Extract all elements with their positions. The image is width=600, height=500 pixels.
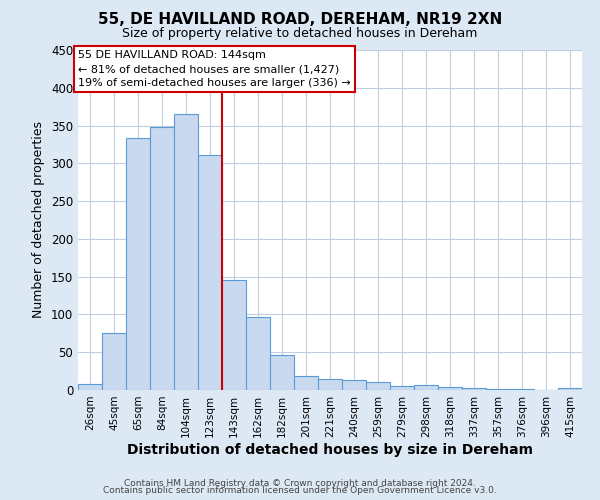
Bar [342, 380, 366, 390]
X-axis label: Distribution of detached houses by size in Dereham: Distribution of detached houses by size … [127, 442, 533, 456]
Bar [78, 384, 102, 390]
Bar [318, 378, 342, 390]
Text: 55, DE HAVILLAND ROAD, DEREHAM, NR19 2XN: 55, DE HAVILLAND ROAD, DEREHAM, NR19 2XN [98, 12, 502, 28]
Bar [174, 114, 198, 390]
Bar [294, 376, 318, 390]
Y-axis label: Number of detached properties: Number of detached properties [32, 122, 46, 318]
Bar [390, 386, 414, 390]
Bar [366, 382, 390, 390]
Bar [486, 389, 510, 390]
Bar [198, 155, 222, 390]
Text: 55 DE HAVILLAND ROAD: 144sqm
← 81% of detached houses are smaller (1,427)
19% of: 55 DE HAVILLAND ROAD: 144sqm ← 81% of de… [78, 50, 351, 88]
Bar [510, 389, 534, 390]
Bar [102, 332, 126, 390]
Text: Contains HM Land Registry data © Crown copyright and database right 2024.: Contains HM Land Registry data © Crown c… [124, 478, 476, 488]
Bar [270, 355, 294, 390]
Text: Size of property relative to detached houses in Dereham: Size of property relative to detached ho… [122, 28, 478, 40]
Bar [126, 138, 150, 390]
Bar [150, 127, 174, 390]
Text: Contains public sector information licensed under the Open Government Licence v3: Contains public sector information licen… [103, 486, 497, 495]
Bar [246, 316, 270, 390]
Bar [438, 387, 462, 390]
Bar [462, 388, 486, 390]
Bar [222, 280, 246, 390]
Bar [414, 386, 438, 390]
Bar [558, 388, 582, 390]
